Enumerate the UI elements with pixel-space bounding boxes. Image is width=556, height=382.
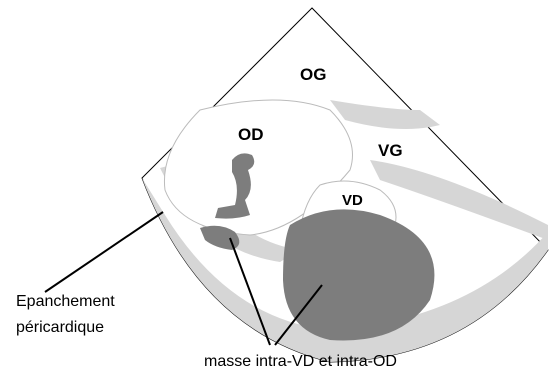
effusion-text: péricardique	[16, 319, 104, 336]
label-vg: VG	[378, 141, 403, 160]
effusion-text: Epanchement	[16, 293, 115, 310]
label-vd: VD	[342, 192, 363, 209]
label-og: OG	[300, 65, 326, 84]
mass-text: masse intra-VD et intra-OD	[204, 353, 397, 370]
echo-diagram: OG OD VG VD Epanchement péricardique mas…	[0, 0, 556, 382]
label-od: OD	[238, 125, 264, 144]
